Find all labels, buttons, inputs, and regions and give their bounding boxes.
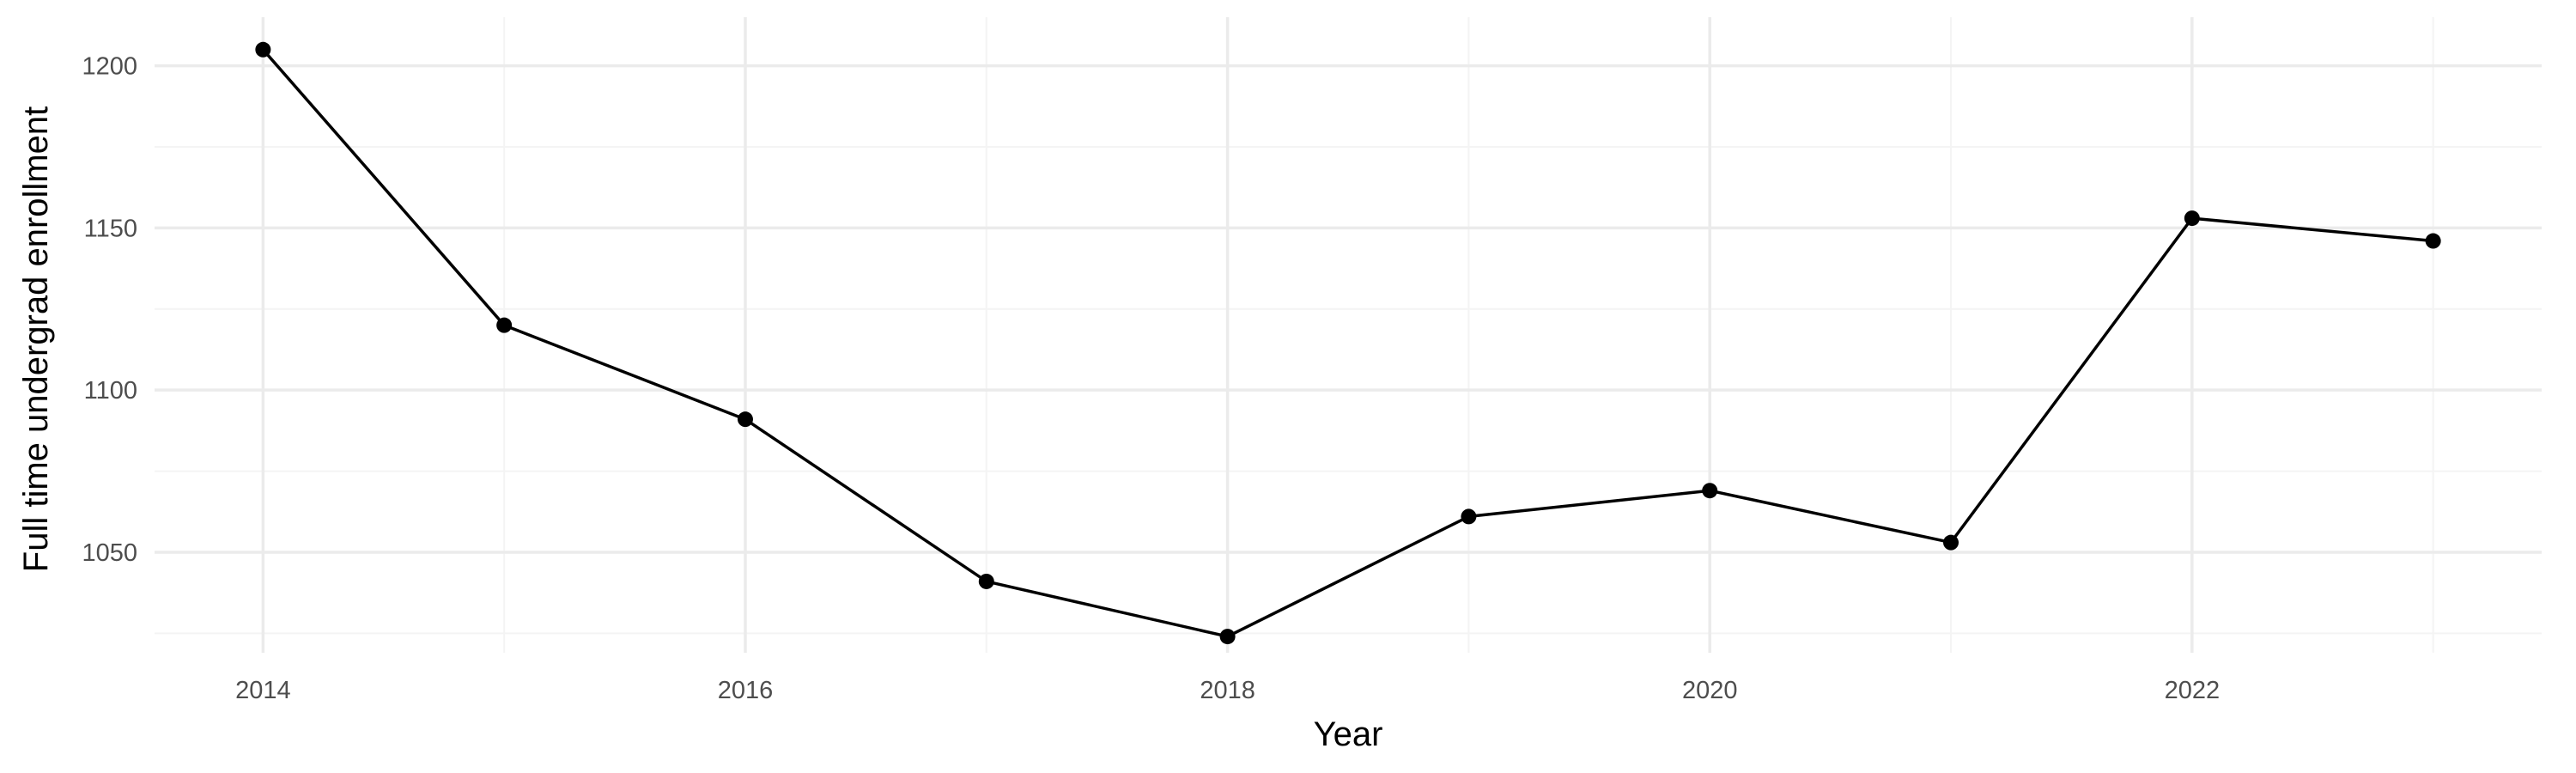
x-tick-label: 2022	[2165, 677, 2221, 704]
series	[255, 41, 2441, 645]
x-axis-ticks: 2014 2016 2018 2020 2022	[235, 677, 2220, 704]
x-axis-title: Year	[1314, 715, 1383, 753]
y-axis-ticks: 1050 1100 1150 1200	[82, 53, 137, 567]
series-line	[262, 48, 2433, 638]
x-tick-label: 2020	[1682, 677, 1738, 704]
x-tick-label: 2018	[1200, 677, 1255, 704]
x-tick-label: 2014	[235, 677, 291, 704]
grid	[155, 17, 2542, 653]
data-point-2023	[2425, 233, 2441, 249]
data-point-2017	[978, 573, 994, 589]
data-point-2022	[2184, 210, 2200, 227]
y-tick-label: 1150	[84, 215, 137, 242]
data-point-2018	[1219, 629, 1236, 645]
y-tick-label: 1050	[82, 539, 137, 567]
data-point-2021	[1943, 534, 1959, 551]
data-point-2015	[496, 317, 513, 333]
data-point-2014	[255, 41, 271, 58]
data-point-2019	[1461, 508, 1477, 525]
data-point-2020	[1702, 483, 1718, 499]
data-point-2016	[737, 411, 753, 428]
x-tick-label: 2016	[718, 677, 774, 704]
y-axis-title: Full time undergrad enrollment	[17, 107, 55, 572]
y-tick-label: 1100	[84, 377, 137, 405]
y-tick-label: 1200	[82, 53, 137, 81]
